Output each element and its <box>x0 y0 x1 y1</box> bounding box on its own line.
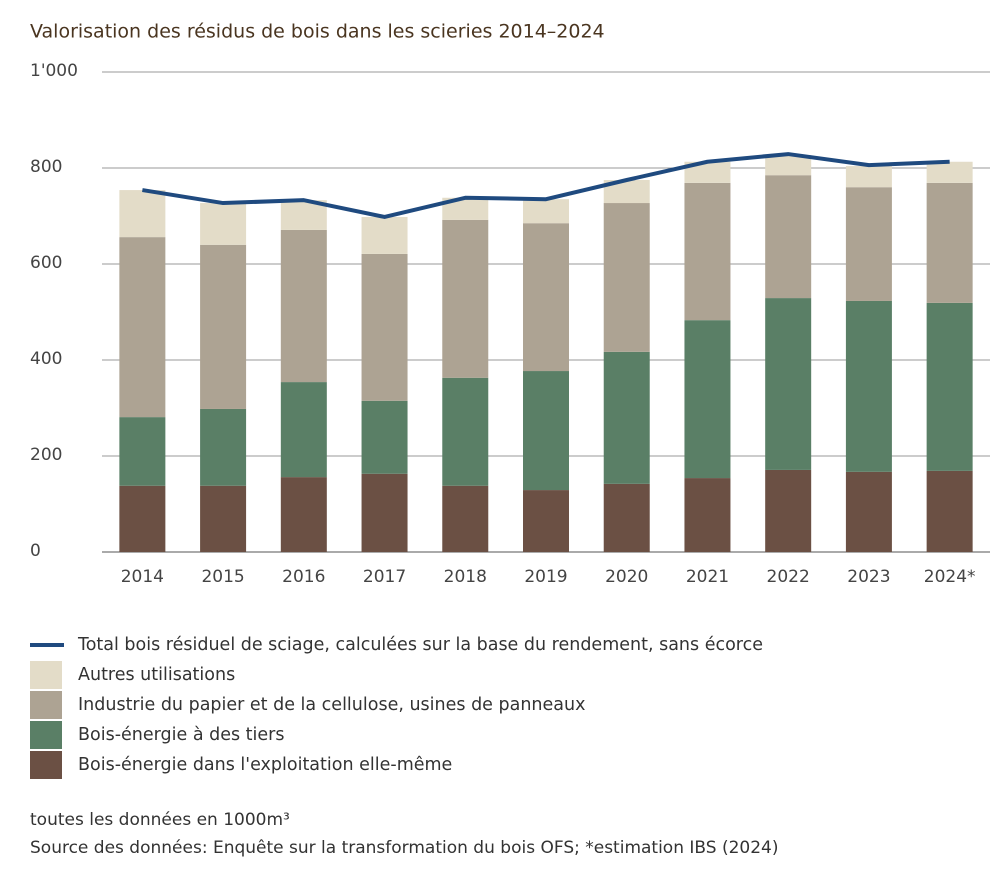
x-tick-label: 2015 <box>201 567 244 587</box>
y-tick-label: 200 <box>30 445 62 465</box>
x-tick-label: 2018 <box>444 567 487 587</box>
bar-segment <box>926 182 973 303</box>
x-tick-label: 2017 <box>363 567 406 587</box>
y-tick-label: 1'000 <box>30 61 78 81</box>
y-tick-label: 0 <box>30 541 41 561</box>
bar-segment <box>603 203 650 352</box>
bar-segment <box>442 219 489 378</box>
legend-label: Bois-énergie à des tiers <box>78 725 284 745</box>
bar-segment <box>523 223 569 372</box>
bar-segment <box>845 300 892 472</box>
legend-label: Autres utilisations <box>78 665 235 685</box>
bar-segment <box>200 408 247 486</box>
legend-label: Bois-énergie dans l'exploitation elle-mê… <box>78 755 452 775</box>
y-tick-label: 800 <box>30 157 62 177</box>
legend-label: Total bois résiduel de sciage, calculées… <box>77 635 763 655</box>
bar-segment <box>523 490 569 552</box>
bar-segment <box>603 180 650 204</box>
x-tick-label: 2019 <box>524 567 567 587</box>
x-tick-label: 2023 <box>847 567 890 587</box>
bar-segment <box>684 478 731 552</box>
bar-segment <box>442 197 489 220</box>
bar-segment <box>765 469 812 552</box>
bar-segment <box>926 161 973 183</box>
x-tick-label: 2022 <box>767 567 810 587</box>
bar-segment <box>119 190 166 238</box>
x-tick-label: 2020 <box>605 567 648 587</box>
bar-segment <box>361 216 408 254</box>
bar-segment <box>765 298 812 470</box>
bar-segment <box>280 229 327 383</box>
chart-title: Valorisation des résidus de bois dans le… <box>30 21 605 43</box>
bar-segment <box>603 351 650 484</box>
bar-segment <box>280 382 327 478</box>
total-line <box>142 152 950 219</box>
bar-segment <box>280 477 327 552</box>
legend-swatch <box>30 691 62 719</box>
bar-segment <box>523 199 569 224</box>
bar-segment <box>765 175 812 299</box>
bar-segment <box>765 155 812 176</box>
legend-swatch <box>30 751 62 779</box>
x-tick-label: 2016 <box>282 567 325 587</box>
x-tick-label: 2021 <box>686 567 729 587</box>
bar-segment <box>442 377 489 486</box>
bar-segment <box>684 320 731 479</box>
x-tick-label: 2024* <box>924 567 976 587</box>
bar-segment <box>119 417 166 486</box>
bar-segment <box>926 470 973 552</box>
bar-segment <box>684 182 731 321</box>
bar-segment <box>200 485 247 552</box>
bar-segment <box>361 253 408 401</box>
bar-segment <box>361 400 408 474</box>
bar-segment <box>442 485 489 552</box>
bar-segment <box>119 237 166 418</box>
bar-segment <box>845 166 892 188</box>
bar-segment <box>845 471 892 552</box>
bar-segment <box>684 161 731 183</box>
bar-segment <box>361 473 408 552</box>
bar-segment <box>523 371 569 491</box>
bar-segment <box>845 187 892 301</box>
legend-swatch <box>30 721 62 749</box>
x-tick-label: 2014 <box>121 567 164 587</box>
y-tick-label: 400 <box>30 349 62 369</box>
footnote: toutes les données en 1000m³ <box>30 810 290 830</box>
legend-label: Industrie du papier et de la cellulose, … <box>78 695 585 715</box>
bar-segment <box>603 483 650 552</box>
y-tick-label: 600 <box>30 253 62 273</box>
bar-segment <box>119 485 166 552</box>
bar-segment <box>200 244 247 409</box>
legend-swatch <box>30 661 62 689</box>
source-note: Source des données: Enquête sur la trans… <box>30 838 779 858</box>
bar-segment <box>200 203 247 245</box>
bar-segment <box>926 302 973 471</box>
